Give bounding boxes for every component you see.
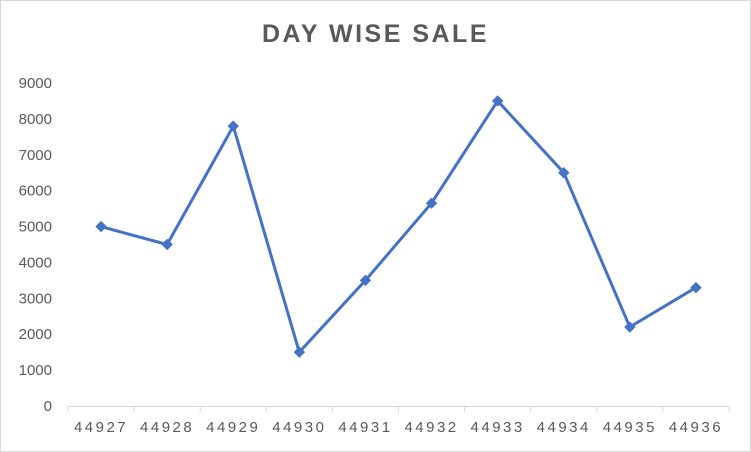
y-tick-label: 3000 bbox=[19, 290, 52, 307]
x-tick-label: 44928 bbox=[140, 419, 194, 436]
y-tick-label: 8000 bbox=[19, 111, 52, 128]
data-point-marker bbox=[425, 197, 438, 209]
x-axis: 44927 44928 44929 44930 44931 44932 44933 44934… bbox=[67, 406, 730, 436]
x-tick-label: 44935 bbox=[603, 419, 657, 436]
data-point-marker bbox=[558, 167, 570, 179]
x-tick-label: 44936 bbox=[669, 419, 723, 436]
y-tick-label: 4000 bbox=[19, 254, 52, 271]
x-tick-label: 44930 bbox=[272, 419, 326, 436]
data-point-marker bbox=[624, 321, 636, 333]
y-tick-label: 6000 bbox=[19, 183, 52, 200]
data-point-marker bbox=[161, 238, 173, 251]
y-tick-label: 5000 bbox=[19, 219, 52, 236]
y-tick-label: 0 bbox=[44, 398, 52, 415]
data-point-marker bbox=[690, 281, 702, 294]
y-axis-ticks: 0 1000 2000 3000 4000 5000 6000 7000 8000 9000 bbox=[19, 75, 52, 415]
data-point-marker bbox=[95, 220, 107, 233]
x-tick-label: 44934 bbox=[537, 419, 591, 436]
y-tick-label: 9000 bbox=[19, 75, 52, 92]
series-layer bbox=[95, 95, 702, 358]
data-point-marker bbox=[293, 346, 306, 358]
y-tick-label: 7000 bbox=[19, 147, 52, 164]
series-line bbox=[99, 99, 698, 354]
data-point-marker bbox=[227, 120, 239, 132]
x-tick-label: 44931 bbox=[338, 419, 392, 436]
x-tick-label: 44927 bbox=[74, 419, 128, 436]
x-tick-label: 44929 bbox=[206, 419, 260, 436]
y-tick-label: 1000 bbox=[19, 362, 52, 379]
x-tick-label: 44932 bbox=[404, 419, 458, 436]
x-tick-label: 44933 bbox=[471, 419, 525, 436]
data-point-marker bbox=[359, 274, 372, 287]
data-point-marker bbox=[491, 95, 504, 107]
chart-title: DAY WISE SALE bbox=[262, 20, 489, 48]
y-tick-label: 2000 bbox=[19, 326, 52, 343]
